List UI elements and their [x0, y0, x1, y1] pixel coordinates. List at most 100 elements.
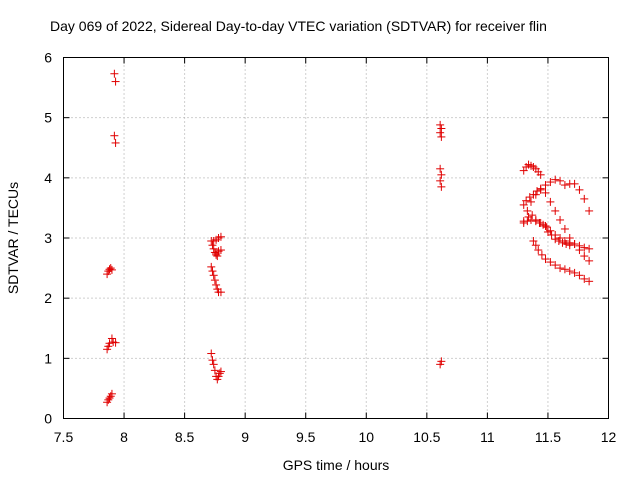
data-point: [551, 206, 560, 215]
data-point: [529, 237, 538, 246]
x-tick-label: 11: [480, 429, 495, 445]
data-point: [522, 196, 531, 205]
data-point: [580, 274, 589, 283]
data-point: [575, 271, 584, 280]
series-cluster-8.7-b: [209, 232, 225, 246]
data-point: [565, 241, 574, 250]
x-tick-label: 9.5: [296, 429, 316, 445]
series-cluster-8.7-a: [207, 237, 222, 261]
data-point: [580, 252, 589, 261]
data-point: [105, 339, 114, 348]
data-point: [585, 256, 594, 265]
x-tick-label: 11.5: [535, 429, 561, 445]
data-point: [570, 268, 579, 277]
data-point: [585, 206, 594, 215]
x-tick-label: 8: [120, 429, 128, 445]
data-point: [110, 69, 119, 78]
data-point: [437, 357, 446, 366]
data-point: [436, 120, 445, 129]
data-point: [570, 179, 579, 188]
data-point: [208, 241, 217, 250]
series-cluster-10.6-low: [436, 357, 446, 369]
series-arc-11-d: [529, 237, 594, 286]
y-tick-label: 6: [44, 50, 52, 66]
data-point: [209, 271, 218, 280]
data-point: [585, 277, 594, 286]
data-point: [554, 237, 563, 246]
data-point: [111, 338, 120, 347]
series-cluster-8.7-c: [212, 246, 225, 258]
y-tick-label: 4: [44, 170, 52, 186]
data-point: [541, 255, 550, 264]
data-point: [562, 240, 571, 249]
y-tick-label: 2: [44, 290, 52, 306]
data-point: [560, 181, 569, 190]
axis-ticks: [63, 57, 609, 419]
series-arc-11-e: [524, 211, 551, 232]
data-point: [215, 369, 224, 378]
data-point: [437, 182, 446, 191]
series-arc-11-b: [519, 185, 594, 265]
series-arc-11-f: [543, 227, 574, 250]
data-point: [556, 176, 565, 185]
data-point: [524, 212, 533, 221]
data-point: [534, 246, 543, 255]
data-point: [436, 128, 445, 137]
data-point: [551, 175, 560, 184]
data-point: [546, 178, 555, 187]
series-cluster-10.6-top: [436, 120, 446, 141]
data-point: [575, 241, 584, 250]
data-point: [575, 185, 584, 194]
data-point: [536, 185, 545, 194]
data-point: [546, 197, 555, 206]
x-tick-labels: 7.5 8 8.5 9 9.5 10 10.5 11 11.5 12: [54, 429, 617, 445]
series-arc-11-top: [519, 160, 545, 179]
data-point: [107, 389, 116, 398]
data-point: [535, 218, 544, 227]
data-point: [212, 280, 221, 289]
data-point: [436, 176, 445, 185]
data-point: [580, 194, 589, 203]
data-point: [537, 250, 546, 259]
data-point: [111, 77, 120, 86]
data-point: [528, 211, 537, 220]
y-tick-label: 3: [44, 230, 52, 246]
data-point: [541, 188, 550, 197]
data-point: [523, 217, 532, 226]
data-point: [437, 124, 446, 133]
x-tick-label: 7.5: [54, 429, 74, 445]
data-point: [529, 190, 538, 199]
y-tick-label: 5: [44, 110, 52, 126]
x-axis-label: GPS time / hours: [283, 457, 390, 473]
data-point: [547, 230, 556, 239]
data-point: [536, 170, 545, 179]
series-cluster-10.6-mid: [436, 164, 446, 191]
data-point: [531, 241, 540, 250]
x-tick-label: 8.5: [175, 429, 195, 445]
x-tick-label: 10.5: [413, 429, 440, 445]
data-point: [585, 244, 594, 253]
data-point: [519, 200, 528, 209]
series-cluster-8.7-d: [207, 262, 225, 297]
data-point: [216, 232, 225, 241]
data-point: [107, 334, 116, 343]
data-point: [209, 360, 218, 369]
y-axis-label: SDTVAR / TECUs: [5, 182, 21, 294]
data-point: [558, 238, 567, 247]
data-point: [209, 244, 218, 253]
data-point: [580, 243, 589, 252]
data-point: [523, 206, 532, 215]
series-cluster-7.9-mid: [103, 264, 116, 279]
series-cluster-7.9-low: [103, 334, 120, 354]
x-tick-label: 10: [358, 429, 374, 445]
series-cluster-7.9-bottom: [103, 389, 116, 407]
grid: [63, 57, 609, 419]
x-tick-label: 9: [241, 429, 249, 445]
x-tick-label: 12: [601, 429, 617, 445]
data-point: [560, 224, 569, 233]
data-point: [570, 240, 579, 249]
data-point: [210, 276, 219, 285]
data-point: [556, 215, 565, 224]
data-point: [105, 394, 114, 403]
